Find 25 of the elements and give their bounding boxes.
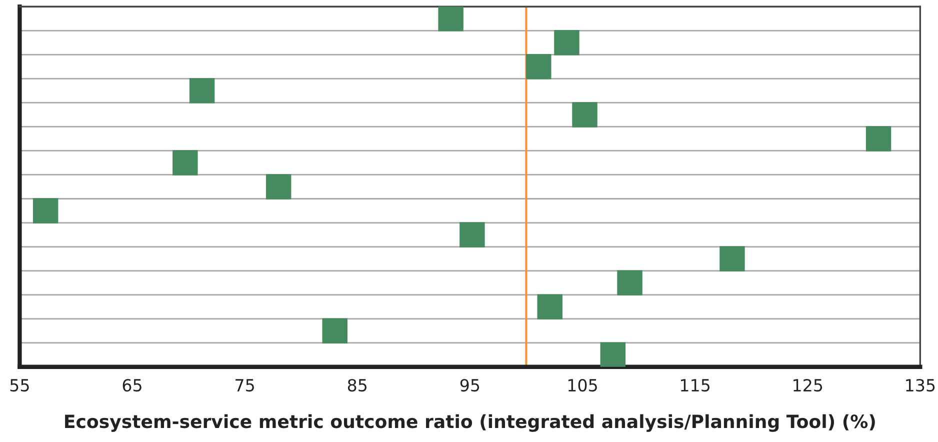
point bbox=[866, 126, 892, 152]
x-tick-label: 105 bbox=[568, 378, 597, 392]
point bbox=[189, 78, 215, 104]
x-tick-label: 95 bbox=[460, 378, 480, 392]
x-tick-label: 125 bbox=[794, 378, 822, 392]
point bbox=[32, 198, 58, 224]
point bbox=[537, 294, 562, 320]
x-tick-label: 115 bbox=[680, 379, 710, 392]
point bbox=[438, 6, 464, 32]
point bbox=[526, 54, 552, 80]
x-tick-label: 55 bbox=[10, 379, 29, 392]
x-axis-title: Ecosystem-service metric outcome ratio (integrated analysis/Planning Tool) (%) bbox=[65, 414, 875, 432]
point bbox=[266, 174, 292, 200]
point bbox=[617, 270, 642, 296]
x-tick-label: 75 bbox=[236, 379, 254, 392]
point bbox=[600, 342, 626, 367]
point bbox=[572, 102, 598, 128]
point bbox=[322, 318, 348, 344]
x-tick-label: 65 bbox=[122, 378, 142, 392]
point bbox=[720, 246, 745, 272]
point bbox=[172, 150, 198, 176]
point bbox=[554, 30, 580, 56]
x-tick-label: 85 bbox=[348, 378, 367, 392]
x-tick-label: 135 bbox=[906, 378, 935, 392]
point bbox=[460, 222, 485, 248]
